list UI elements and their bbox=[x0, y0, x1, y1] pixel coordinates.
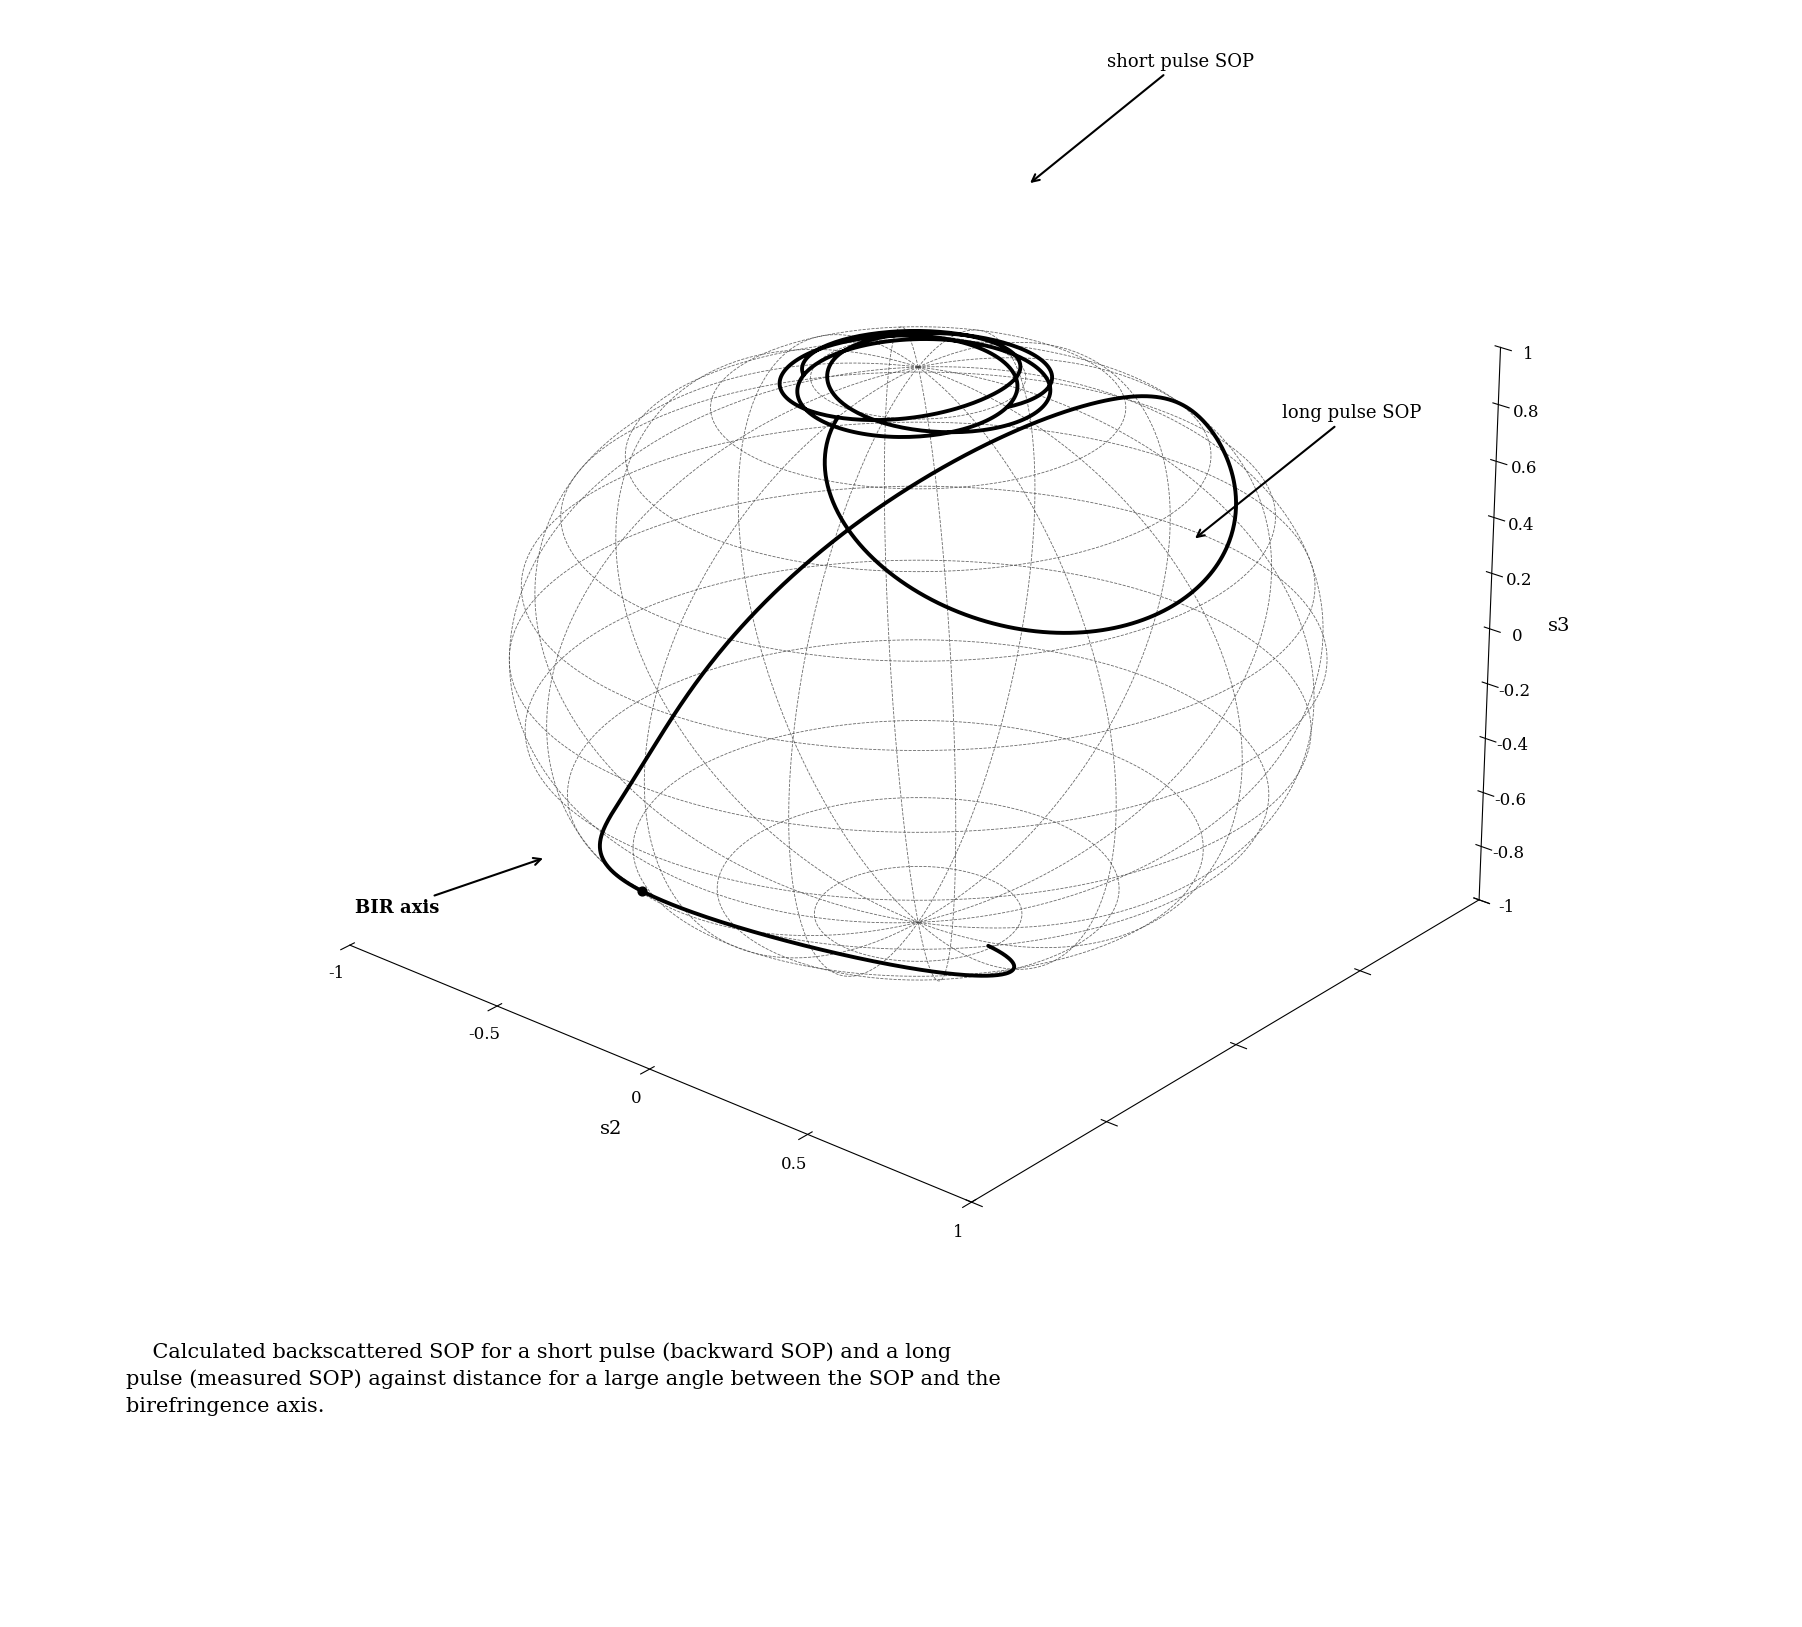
Text: BIR axis: BIR axis bbox=[355, 857, 541, 918]
Text: short pulse SOP: short pulse SOP bbox=[1033, 52, 1254, 182]
Text: long pulse SOP: long pulse SOP bbox=[1197, 403, 1422, 537]
Text: Calculated backscattered SOP for a short pulse (backward SOP) and a long
pulse (: Calculated backscattered SOP for a short… bbox=[126, 1342, 1002, 1415]
X-axis label: s2: s2 bbox=[600, 1119, 623, 1137]
